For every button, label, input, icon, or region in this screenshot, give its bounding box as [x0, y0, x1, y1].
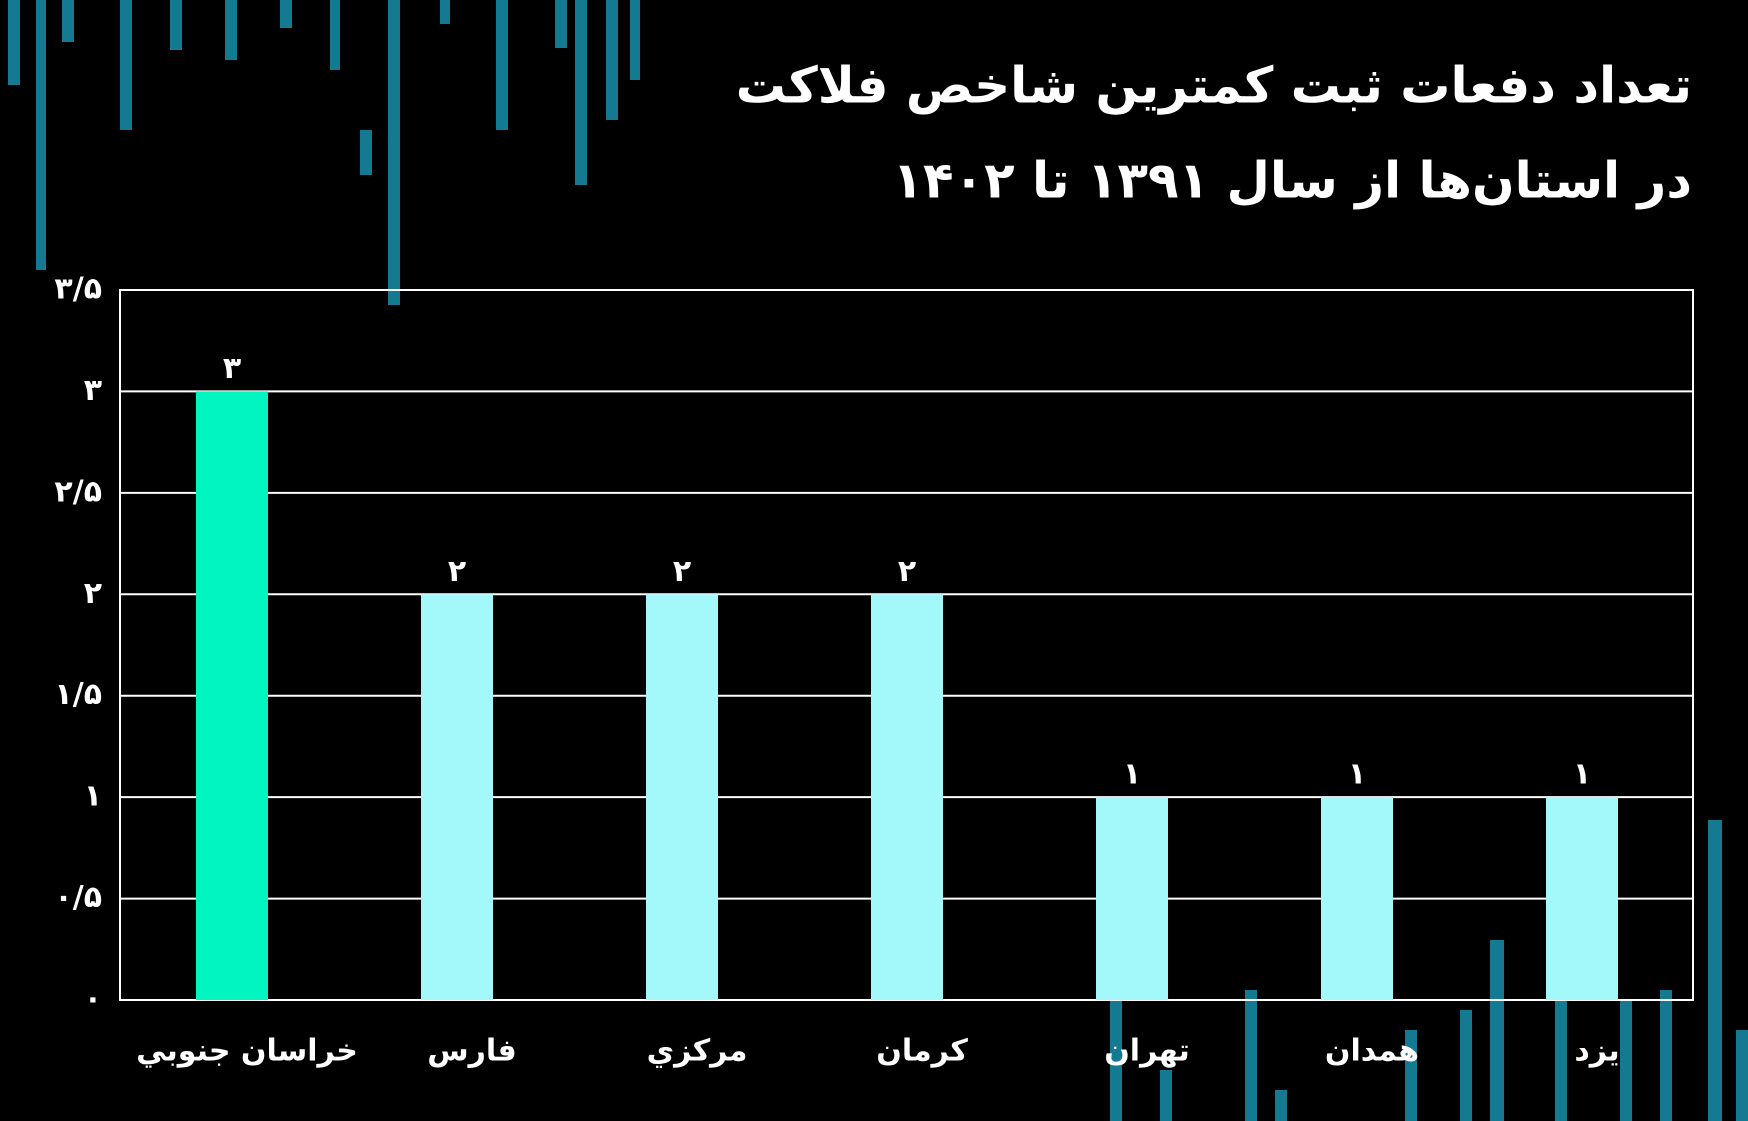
bar: [1096, 797, 1168, 1000]
y-tick-label: ۲/۵: [54, 474, 102, 509]
background-decor: [8, 0, 1748, 1121]
y-tick-label: ۰: [84, 982, 102, 1017]
x-tick-label: همدان: [1325, 1034, 1419, 1069]
value-label: ۲: [448, 554, 466, 589]
bar: [1546, 797, 1618, 1000]
chart-subtitle: در استان‌ها از سال ۱۳۹۱ تا ۱۴۰۲: [893, 152, 1692, 210]
bar: [421, 594, 493, 1000]
x-tick-label: فارس: [427, 1034, 517, 1069]
value-label: ۱: [1123, 757, 1141, 792]
value-label: ۱: [1348, 757, 1366, 792]
y-tick-label: ۲: [84, 576, 102, 611]
value-label: ۱: [1573, 757, 1591, 792]
bar: [1321, 797, 1393, 1000]
value-label: ۳: [223, 351, 241, 386]
y-tick-label: ۱/۵: [54, 677, 102, 712]
bar: [646, 594, 718, 1000]
y-tick-label: ۰/۵: [54, 880, 102, 915]
x-tick-label: کرمان: [876, 1034, 968, 1069]
chart-title: تعداد دفعات ثبت کمترین شاخص فلاکت: [736, 57, 1692, 116]
x-tick-label: یزد: [1574, 1034, 1619, 1069]
value-label: ۲: [673, 554, 691, 589]
y-tick-label: ۳/۵: [54, 272, 102, 307]
y-tick-label: ۳: [84, 373, 102, 408]
x-tick-label: تهران: [1104, 1034, 1190, 1069]
bar: [871, 594, 943, 1000]
y-tick-label: ۱: [84, 779, 102, 814]
x-tick-label: مرکزي: [647, 1034, 748, 1069]
value-label: ۲: [898, 554, 916, 589]
x-tick-label: خراسان جنوبي: [136, 1034, 358, 1069]
bar: [196, 391, 268, 1000]
